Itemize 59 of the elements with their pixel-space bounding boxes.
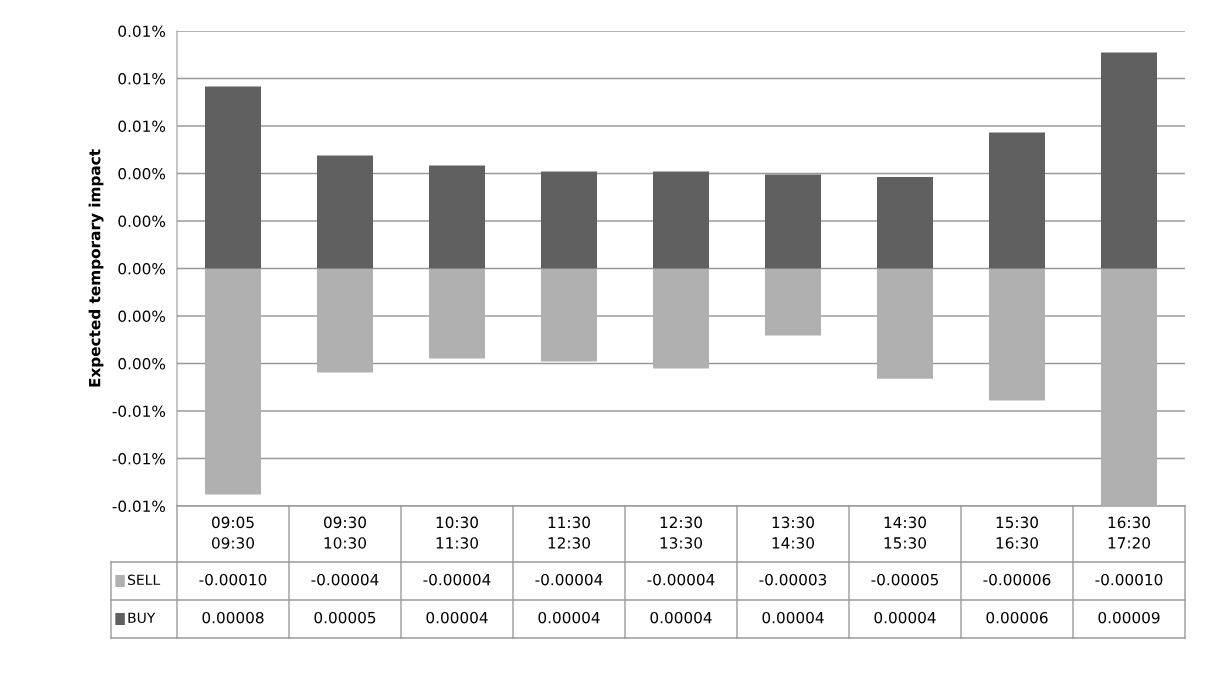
y-tick-label: -0.01% [112, 500, 166, 513]
bar [877, 177, 933, 269]
data-label: -0.00003 [759, 573, 827, 586]
legend-label: SELL [128, 574, 161, 586]
y-tick-label: 0.00% [118, 310, 166, 323]
legend-label: BUY [128, 612, 156, 624]
data-label: -0.00004 [647, 573, 715, 586]
data-label: 0.00004 [762, 611, 824, 624]
bar [989, 132, 1045, 269]
bar [1101, 52, 1157, 269]
data-label: 0.00004 [426, 611, 488, 624]
bar [765, 174, 821, 269]
bar [205, 86, 261, 269]
data-label: 0.00004 [650, 611, 712, 624]
data-label: -0.00005 [871, 573, 939, 586]
data-label: -0.00006 [983, 573, 1051, 586]
y-tick-label: 0.00% [118, 215, 166, 228]
y-tick-label: 0.00% [118, 167, 166, 180]
bar [205, 268, 261, 495]
x-tick-label: 13:30 14:30 [772, 516, 814, 549]
x-tick-label: 09:30 10:30 [323, 516, 366, 549]
data-label: 0.00006 [986, 611, 1048, 624]
bar [541, 171, 597, 269]
x-tick-label: 12:30 13:30 [660, 516, 702, 549]
bar [317, 155, 373, 269]
bar [1101, 268, 1157, 506]
bar [877, 268, 933, 379]
bar [429, 268, 485, 359]
bar [317, 268, 373, 373]
y-tick-label: 0.01% [118, 72, 166, 85]
data-label: 0.00004 [874, 611, 936, 624]
bar [429, 165, 485, 269]
y-tick-label: 0.00% [118, 262, 166, 275]
bar [765, 268, 821, 336]
data-label: -0.00004 [311, 573, 379, 586]
data-label: 0.00004 [538, 611, 600, 624]
y-tick-label: -0.01% [112, 452, 166, 465]
data-label: -0.00010 [199, 573, 267, 586]
data-label: 0.00009 [1098, 611, 1160, 624]
data-label: 0.00005 [314, 611, 376, 624]
x-tick-label: 10:30 11:30 [436, 516, 478, 549]
y-axis-title: Expected temporary impact [88, 149, 104, 387]
y-tick-label: 0.01% [118, 25, 166, 38]
data-label: 0.00008 [202, 611, 264, 624]
x-tick-label: 09:05 09:30 [211, 516, 254, 549]
data-label: -0.00010 [1095, 573, 1163, 586]
bar [653, 171, 709, 269]
bar [541, 268, 597, 362]
y-tick-label: 0.01% [118, 120, 166, 133]
x-tick-label: 14:30 15:30 [884, 516, 926, 549]
y-tick-label: -0.01% [112, 405, 166, 418]
y-tick-label: 0.00% [118, 357, 166, 370]
x-tick-label: 16:30 17:20 [1108, 516, 1150, 549]
bar [989, 268, 1045, 401]
x-tick-label: 11:30 12:30 [548, 516, 590, 549]
x-tick-label: 15:30 16:30 [996, 516, 1038, 549]
bar [653, 268, 709, 369]
data-label: -0.00004 [535, 573, 603, 586]
data-label: -0.00004 [423, 573, 491, 586]
